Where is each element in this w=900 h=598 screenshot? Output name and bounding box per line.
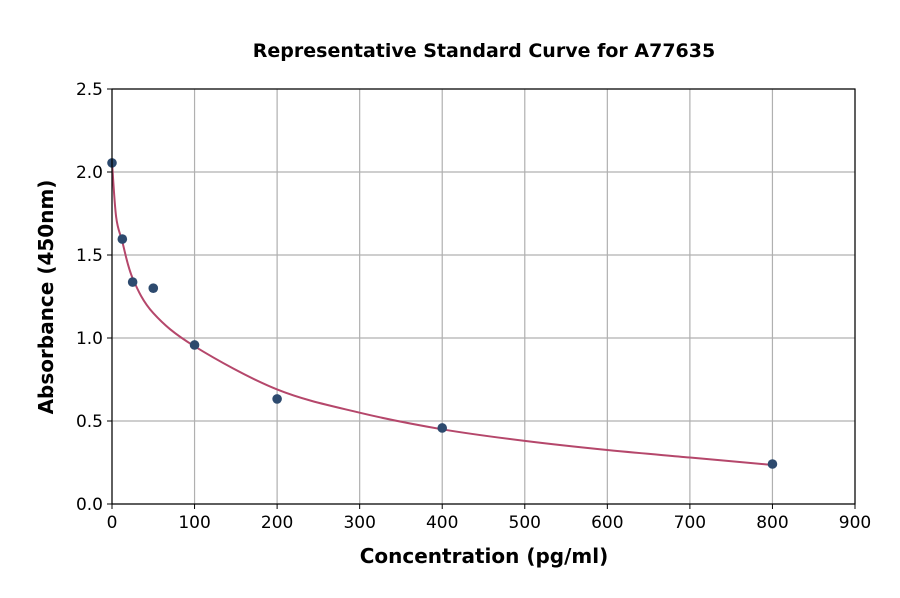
x-tick-label: 500 <box>509 513 541 533</box>
y-tick-label: 2.0 <box>76 163 103 183</box>
x-tick-label: 0 <box>107 513 118 533</box>
y-tick-label: 2.5 <box>76 80 103 100</box>
x-tick-label: 900 <box>839 513 871 533</box>
data-point <box>437 423 448 433</box>
y-axis-label: Absorbance (450nm) <box>34 180 58 415</box>
x-tick-label: 300 <box>343 513 375 533</box>
data-point <box>127 277 138 287</box>
x-ticks: 0 100 200 300 400 500 600 700 800 900 <box>107 504 871 533</box>
y-tick-label: 1.5 <box>76 246 103 266</box>
data-point <box>272 394 282 404</box>
chart-title: Representative Standard Curve for A77635 <box>253 40 715 62</box>
x-tick-label: 600 <box>591 513 623 533</box>
fit-curve-layer <box>111 161 773 466</box>
data-point <box>189 340 200 350</box>
data-point <box>148 283 159 294</box>
y-ticks: 0.0 0.5 1.0 1.5 2.0 2.5 <box>76 80 112 515</box>
x-tick-label: 200 <box>261 513 293 533</box>
fit-curve <box>111 161 773 466</box>
plot-frame <box>111 88 856 505</box>
x-tick-label: 700 <box>674 513 706 533</box>
x-tick-label: 800 <box>756 513 788 533</box>
points-layer <box>107 158 778 469</box>
y-tick-label: 1.0 <box>76 329 103 349</box>
y-tick-label: 0.5 <box>76 412 103 432</box>
x-tick-label: 400 <box>426 513 458 533</box>
x-tick-label: 100 <box>178 513 210 533</box>
grid <box>111 88 856 505</box>
y-tick-label: 0.0 <box>76 495 103 515</box>
x-axis-label: Concentration (pg/ml) <box>360 544 609 568</box>
data-point <box>117 234 128 244</box>
data-point <box>767 459 778 469</box>
